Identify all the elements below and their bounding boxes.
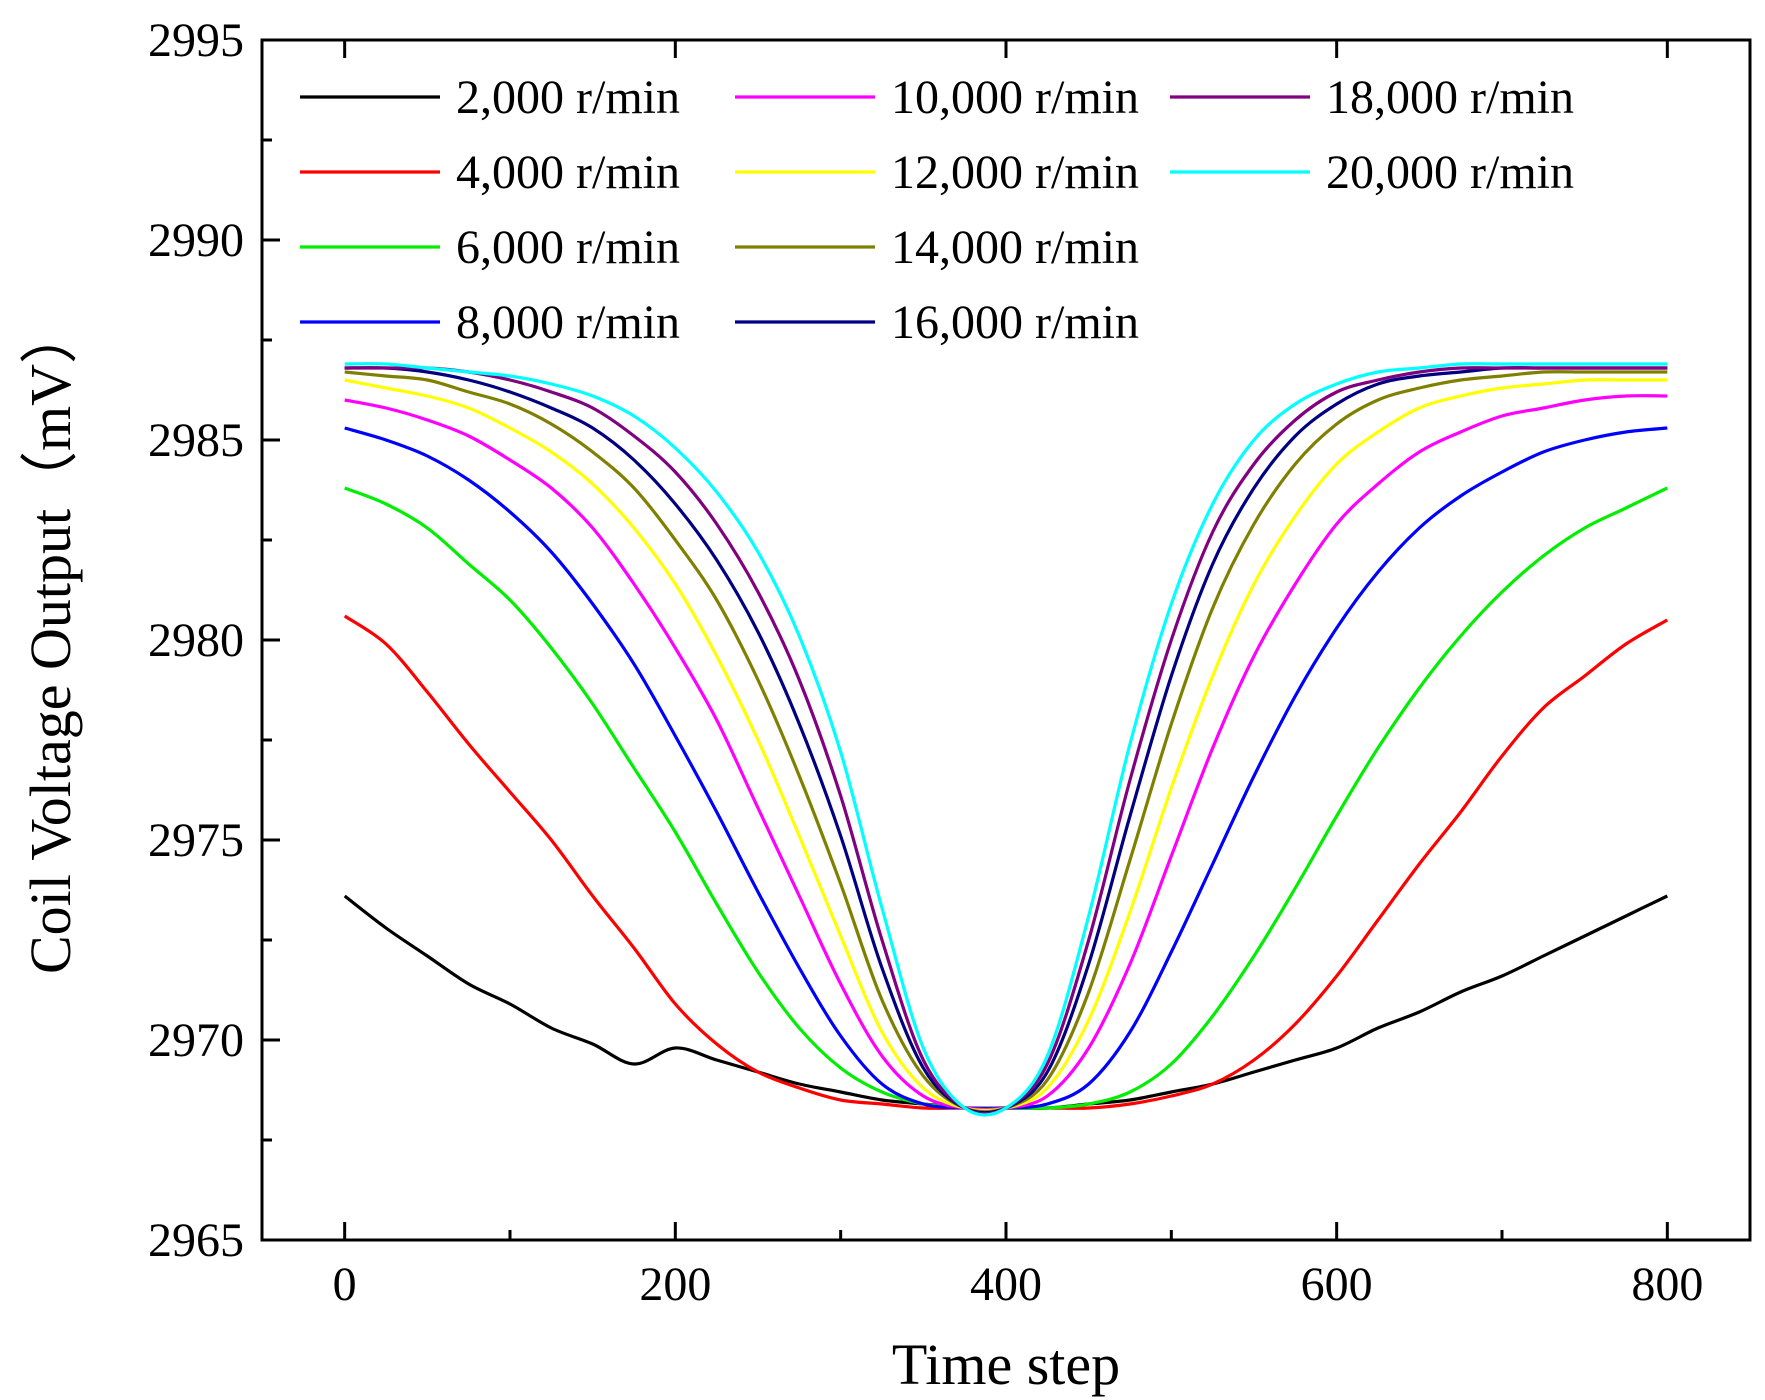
series-line-1 <box>343 894 1668 1110</box>
legend-label-9: 18,000 r/min <box>1326 71 1574 124</box>
y-tick-label: 2985 <box>148 414 244 467</box>
series-line-2 <box>343 614 1669 1110</box>
legend-label-2: 4,000 r/min <box>456 146 680 199</box>
x-tick-label: 800 <box>1631 1258 1703 1311</box>
y-tick-label: 2970 <box>148 1014 244 1067</box>
x-tick-label: 200 <box>639 1258 711 1311</box>
axis-ticks: 0 200 400 600 800 2965 2970 2975 2980 2985 2990 299… <box>148 14 1703 1311</box>
legend-label-6: 12,000 r/min <box>891 146 1139 199</box>
legend-label-3: 6,000 r/min <box>456 221 680 274</box>
series-line-9 <box>344 366 1668 1116</box>
legend-label-10: 20,000 r/min <box>1326 146 1574 199</box>
legend-label-4: 8,000 r/min <box>456 296 680 349</box>
series-line-4 <box>344 426 1668 1111</box>
y-tick-label: 2995 <box>148 14 244 67</box>
y-tick-label: 2980 <box>148 614 244 667</box>
series-line-5 <box>344 394 1668 1112</box>
legend-label-7: 14,000 r/min <box>891 221 1139 274</box>
y-tick-label: 2990 <box>148 214 244 267</box>
y-tick-label: 2965 <box>148 1214 244 1267</box>
series-line-8 <box>344 366 1668 1115</box>
legend-label-5: 10,000 r/min <box>891 71 1139 124</box>
x-axis-title: Time step <box>892 1332 1120 1397</box>
legend: 2,000 r/min 4,000 r/min 6,000 r/min 8,000 r… <box>300 71 1574 349</box>
legend-label-1: 2,000 r/min <box>456 71 680 124</box>
y-axis-title: Coil Voltage Output（mV） <box>18 306 83 974</box>
y-tick-label: 2975 <box>148 814 244 867</box>
x-tick-label: 600 <box>1301 1258 1373 1311</box>
plot-area <box>343 362 1669 1117</box>
legend-label-8: 16,000 r/min <box>891 296 1139 349</box>
x-tick-label: 400 <box>970 1258 1042 1311</box>
axes-frame <box>260 38 1752 1242</box>
series-line-3 <box>344 486 1668 1110</box>
series-line-10 <box>344 362 1668 1117</box>
x-tick-label: 0 <box>333 1258 357 1311</box>
